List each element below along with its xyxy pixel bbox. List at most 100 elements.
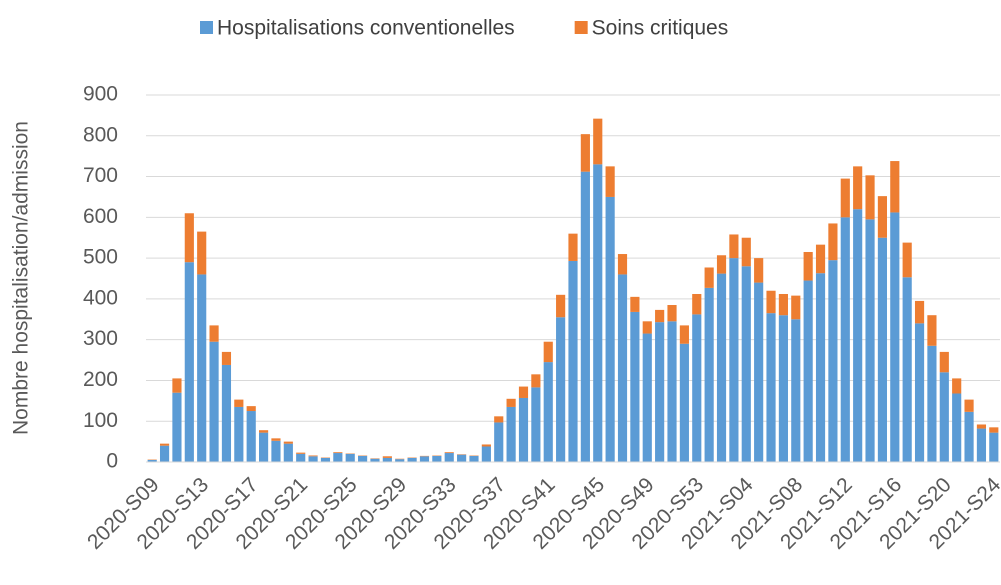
bar-segment — [481, 446, 491, 462]
bar-segment — [407, 457, 417, 462]
bar-segment — [902, 242, 912, 278]
bar-segment — [679, 325, 689, 344]
bar-segment — [989, 432, 999, 462]
bar-segment — [494, 416, 504, 423]
bar-segment — [444, 452, 454, 454]
bar-segment — [221, 351, 232, 365]
bar-segment — [741, 266, 751, 462]
bar-segment — [234, 399, 244, 407]
bar-segment — [184, 262, 194, 462]
bar-segment — [172, 378, 182, 393]
bar-segment — [803, 251, 813, 281]
bar-segment — [159, 443, 170, 446]
bar-segment — [679, 343, 689, 462]
bar-segment — [741, 237, 751, 267]
bar-segment — [914, 323, 925, 462]
bar-segment — [692, 293, 702, 315]
bar-segment — [704, 267, 714, 288]
bar-segment — [716, 273, 727, 462]
bar-segment — [580, 134, 590, 172]
bar-segment — [308, 455, 318, 457]
bar-segment — [444, 453, 454, 462]
bar-segment — [617, 274, 628, 462]
y-tick-label: 200 — [83, 368, 118, 391]
bar-segment — [803, 280, 813, 462]
y-tick-label: 300 — [83, 327, 118, 350]
bar-segment — [815, 273, 826, 462]
bar-segment — [840, 178, 850, 218]
bar-segment — [147, 459, 157, 462]
legend-text: Hospitalisations conventionelles — [217, 17, 515, 40]
bar-segment — [853, 166, 863, 210]
bar-segment — [432, 455, 442, 462]
bar-segment — [271, 438, 281, 441]
bar-segment — [481, 444, 491, 447]
y-tick-label: 600 — [83, 205, 118, 228]
y-tick-label: 700 — [83, 164, 118, 187]
bar-segment — [382, 457, 392, 462]
bar-segment — [506, 398, 516, 407]
bar-segment — [246, 411, 256, 462]
bar-segment — [283, 443, 293, 462]
bar-segment — [543, 362, 553, 462]
bar-segment — [865, 219, 875, 462]
bar-segment — [469, 455, 479, 462]
bar-segment — [568, 260, 578, 462]
bar-segment — [568, 233, 578, 261]
bar-segment — [518, 397, 529, 462]
bar-segment — [308, 456, 318, 462]
y-tick-label: 800 — [83, 123, 118, 146]
bar-segment — [197, 274, 207, 462]
bar-segment — [716, 255, 727, 274]
y-axis-title: Nombre hospitalisation/admission — [10, 121, 33, 435]
bar-segment — [840, 217, 850, 462]
bar-segment — [246, 406, 256, 412]
bar-segment — [877, 196, 887, 238]
bar-segment — [494, 422, 504, 462]
bar-segment — [667, 305, 677, 322]
bar-segment — [209, 325, 219, 342]
bar-segment — [815, 244, 826, 274]
bar-segment — [939, 351, 949, 373]
bar-segment — [766, 290, 776, 314]
bar-segment — [605, 166, 615, 197]
bar-segment — [580, 171, 590, 462]
bar-segment — [630, 311, 640, 462]
bar-segment — [692, 314, 702, 462]
bar-segment — [964, 411, 974, 462]
bar-segment — [952, 393, 962, 462]
bar-segment — [890, 212, 900, 462]
bar-segment — [704, 287, 714, 462]
bar-segment — [766, 313, 776, 462]
bar-segment — [729, 234, 739, 259]
bar-segment — [754, 282, 764, 462]
bar-segment — [333, 453, 343, 462]
bar-segment — [853, 209, 863, 462]
bar-segment — [234, 406, 244, 462]
y-tick-label: 900 — [83, 83, 118, 106]
bar-segment — [989, 427, 999, 433]
bar-segment — [556, 294, 566, 318]
bar-segment — [320, 457, 331, 462]
bar-segment — [964, 399, 974, 412]
y-tick-label: 0 — [106, 450, 118, 473]
bar-segment — [419, 456, 430, 462]
bar-segment — [778, 293, 788, 316]
bar-segment — [655, 309, 665, 323]
bar-segment — [642, 333, 652, 462]
bar-segment — [890, 161, 900, 213]
bar-segment — [655, 322, 665, 462]
bar-segment — [531, 387, 541, 462]
bar-segment — [259, 432, 269, 462]
bar-segment — [865, 175, 875, 220]
bar-segment — [828, 223, 838, 261]
bar-segment — [778, 315, 788, 462]
bar-segment — [593, 118, 603, 165]
bar-segment — [395, 459, 405, 462]
bar-segment — [333, 452, 343, 454]
bar-segment — [939, 372, 949, 462]
bar-segment — [531, 374, 541, 388]
bar-segment — [259, 430, 269, 433]
bar-segment — [296, 453, 306, 462]
